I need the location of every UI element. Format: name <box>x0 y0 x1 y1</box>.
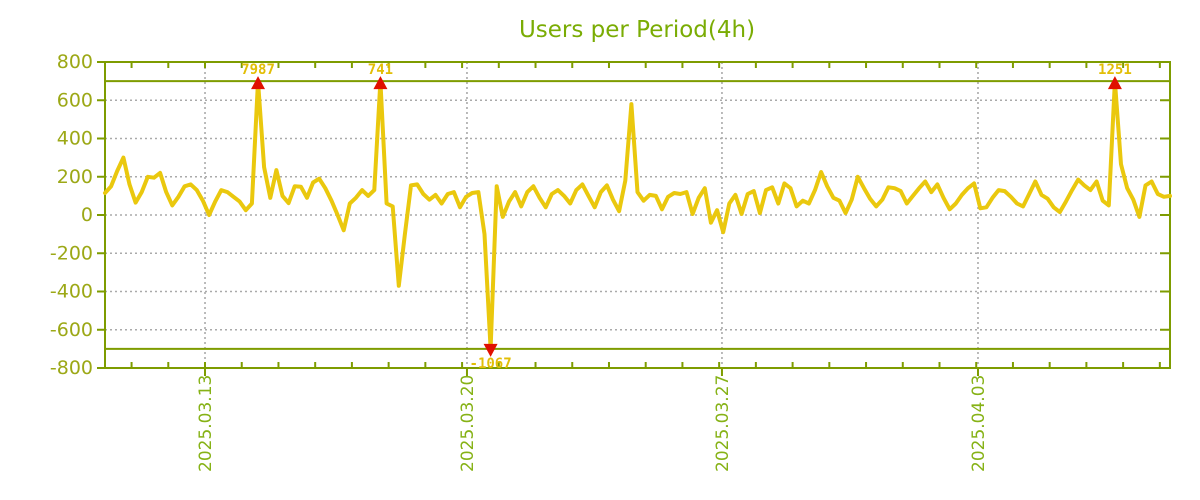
y-tick-label: 0 <box>81 204 93 226</box>
chart-title: Users per Period(4h) <box>519 17 755 43</box>
y-tick-label: 400 <box>57 128 93 150</box>
y-tick-label: -800 <box>50 357 93 379</box>
y-tick-label: 200 <box>57 166 93 188</box>
series-layer <box>103 79 1172 351</box>
peak-annotation: 7987 <box>241 62 275 78</box>
axis-frame <box>104 61 1171 369</box>
annotation-layer: 7987 741 -1067 1251 <box>241 62 1132 372</box>
x-tick-label: 2025.04.03 <box>969 375 989 472</box>
peak-annotation: 741 <box>368 62 393 78</box>
trough-annotation: -1067 <box>470 356 512 372</box>
peak-annotation: 1251 <box>1098 62 1132 78</box>
x-tick-label: 2025.03.27 <box>713 375 733 472</box>
peak-marker-icon <box>251 76 266 90</box>
grid-layer <box>105 62 1158 368</box>
y-tick-label: 800 <box>57 51 93 73</box>
y-tick-label: -400 <box>50 281 93 303</box>
x-tick-label: 2025.03.13 <box>196 375 216 472</box>
peak-marker-icon <box>1107 76 1122 90</box>
peak-marker-icon <box>373 76 388 90</box>
x-tick-label: 2025.03.20 <box>458 375 478 472</box>
y-tick-label: 600 <box>57 89 93 111</box>
data-line <box>103 79 1172 351</box>
axis-layer: 800 600 400 200 0 -200 -400 -600 -800 2025.03.13 2… <box>50 51 1171 472</box>
trough-marker-icon <box>483 343 498 357</box>
y-tick-label: -600 <box>50 319 93 341</box>
y-tick-label: -200 <box>50 242 93 264</box>
